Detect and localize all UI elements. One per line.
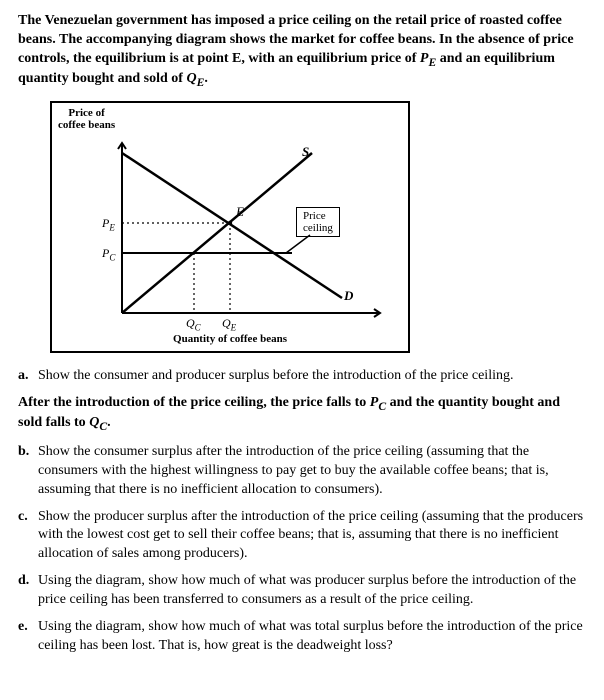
interlude-paragraph: After the introduction of the price ceil…: [18, 394, 586, 435]
question-text: Show the consumer surplus after the intr…: [38, 443, 586, 500]
qc-label: QC: [186, 315, 201, 334]
equilibrium-label: E: [236, 203, 244, 221]
question-letter: b.: [18, 443, 38, 500]
question-c: c. Show the producer surplus after the i…: [18, 508, 586, 565]
question-letter: c.: [18, 508, 38, 565]
question-text: Using the diagram, show how much of what…: [38, 572, 586, 610]
intro-paragraph: The Venezuelan government has imposed a …: [18, 12, 586, 91]
pc-label: PC: [102, 245, 115, 264]
price-ceiling-box: Priceceiling: [296, 207, 340, 237]
question-letter: d.: [18, 572, 38, 610]
question-letter: e.: [18, 618, 38, 656]
question-d: d. Using the diagram, show how much of w…: [18, 572, 586, 610]
question-list: a. Show the consumer and producer surplu…: [18, 367, 586, 656]
question-a: a. Show the consumer and producer surplu…: [18, 367, 586, 386]
y-axis-label: Price ofcoffee beans: [58, 107, 115, 131]
qe-label: QE: [222, 315, 236, 334]
question-b: b. Show the consumer surplus after the i…: [18, 443, 586, 500]
question-e: e. Using the diagram, show how much of w…: [18, 618, 586, 656]
x-axis-label: Quantity of coffee beans: [52, 332, 408, 347]
question-text: Show the producer surplus after the intr…: [38, 508, 586, 565]
question-letter: a.: [18, 367, 38, 386]
question-text: Using the diagram, show how much of what…: [38, 618, 586, 656]
supply-demand-diagram: Price ofcoffee beans S D E Priceceilin: [50, 101, 410, 353]
demand-label: D: [344, 287, 353, 305]
pe-label: PE: [102, 215, 115, 234]
supply-label: S: [302, 143, 309, 161]
question-text: Show the consumer and producer surplus b…: [38, 367, 586, 386]
